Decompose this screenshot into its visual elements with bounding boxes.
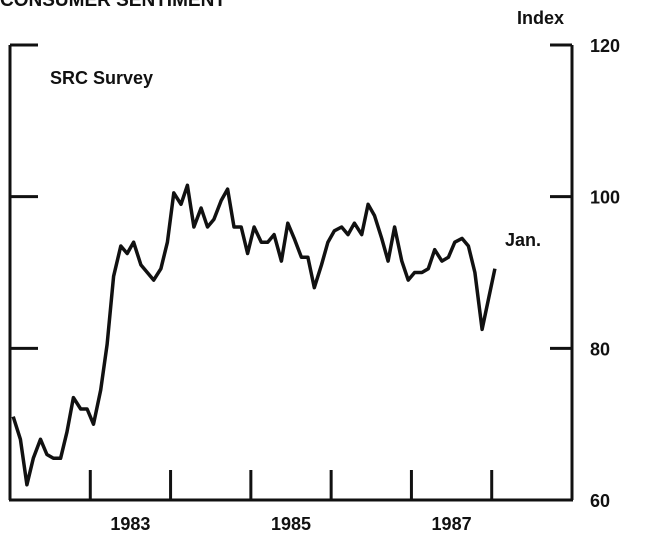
chart-title: CONSUMER SENTIMENT bbox=[0, 0, 226, 11]
data-line bbox=[11, 183, 497, 487]
annotation: SRC Survey bbox=[50, 68, 153, 88]
x-tick-label: 1987 bbox=[432, 514, 472, 534]
y-tick-label: 60 bbox=[590, 491, 610, 511]
y-tick-label: 80 bbox=[590, 339, 610, 359]
annotation: Jan. bbox=[505, 230, 541, 250]
y-tick-label: 100 bbox=[590, 188, 620, 208]
x-tick-label: 1985 bbox=[271, 514, 311, 534]
y-axis-label: Index bbox=[517, 8, 564, 28]
y-tick-label: 120 bbox=[590, 36, 620, 56]
x-tick-label: 1983 bbox=[110, 514, 150, 534]
